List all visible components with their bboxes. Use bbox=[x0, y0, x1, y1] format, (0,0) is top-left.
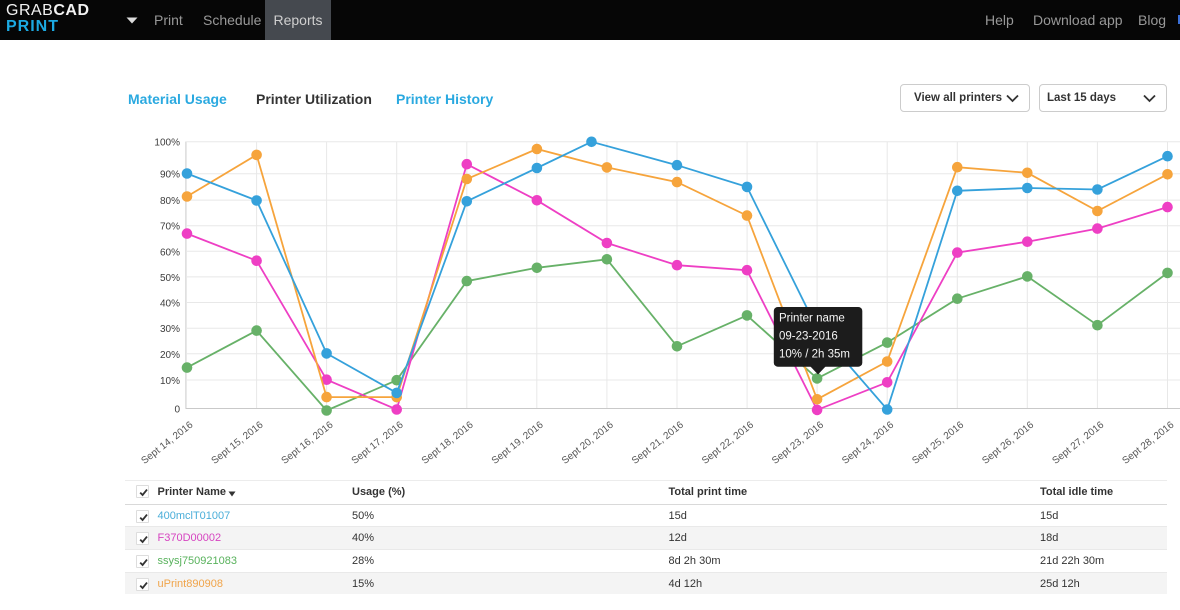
svg-text:Sept 19, 2016: Sept 19, 2016 bbox=[490, 419, 546, 466]
svg-text:Sept 18, 2016: Sept 18, 2016 bbox=[420, 419, 476, 466]
svg-text:Printer name: Printer name bbox=[779, 313, 845, 325]
svg-text:Sept 26, 2016: Sept 26, 2016 bbox=[980, 419, 1036, 466]
svg-text:60%: 60% bbox=[160, 247, 180, 258]
svg-text:Sept 15, 2016: Sept 15, 2016 bbox=[210, 419, 266, 466]
svg-text:Sept 22, 2016: Sept 22, 2016 bbox=[700, 419, 756, 466]
svg-text:30%: 30% bbox=[160, 324, 180, 335]
svg-text:70%: 70% bbox=[160, 222, 180, 233]
svg-text:Sept 23, 2016: Sept 23, 2016 bbox=[770, 419, 826, 466]
svg-text:0: 0 bbox=[174, 405, 180, 416]
svg-text:50%: 50% bbox=[160, 273, 180, 284]
svg-text:Sept 21, 2016: Sept 21, 2016 bbox=[630, 419, 686, 466]
svg-text:Sept 16, 2016: Sept 16, 2016 bbox=[280, 419, 336, 466]
svg-text:10%: 10% bbox=[160, 376, 180, 387]
svg-text:100%: 100% bbox=[154, 138, 180, 149]
svg-text:10% / 2h 35m: 10% / 2h 35m bbox=[779, 349, 850, 361]
svg-text:Sept 25, 2016: Sept 25, 2016 bbox=[910, 419, 966, 466]
svg-text:40%: 40% bbox=[160, 299, 180, 310]
svg-text:90%: 90% bbox=[160, 170, 180, 181]
svg-text:80%: 80% bbox=[160, 196, 180, 207]
svg-text:20%: 20% bbox=[160, 350, 180, 361]
svg-text:Sept 28, 2016: Sept 28, 2016 bbox=[1120, 419, 1176, 466]
svg-text:Sept 20, 2016: Sept 20, 2016 bbox=[560, 419, 616, 466]
svg-text:09-23-2016: 09-23-2016 bbox=[779, 331, 838, 343]
svg-text:Sept 27, 2016: Sept 27, 2016 bbox=[1050, 419, 1106, 466]
svg-text:Sept 17, 2016: Sept 17, 2016 bbox=[350, 419, 406, 466]
svg-text:Sept 24, 2016: Sept 24, 2016 bbox=[840, 419, 896, 466]
svg-text:Sept 14, 2016: Sept 14, 2016 bbox=[139, 419, 195, 466]
